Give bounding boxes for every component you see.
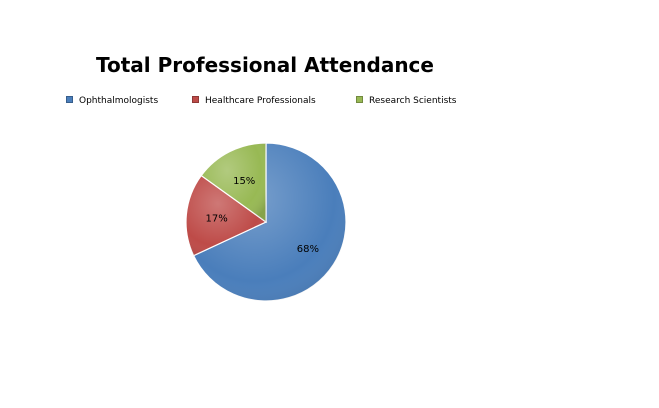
slice-ophthalmologists-shading [193, 143, 346, 301]
legend-swatch-research-scientists [356, 96, 363, 103]
chart-title: Total Professional Attendance [96, 53, 434, 77]
slice-research-scientists-shading [201, 143, 266, 222]
legend-item-healthcare-professionals: Healthcare Professionals [192, 96, 316, 106]
legend-label: Ophthalmologists [79, 96, 159, 106]
pie-slice-labels: 68% 17% 15% [206, 176, 319, 255]
legend-label: Research Scientists [369, 96, 457, 106]
pie-slices [185, 142, 347, 302]
slice-research-scientists-label: 15% [233, 176, 255, 187]
slice-healthcare-professionals-label: 17% [206, 213, 228, 224]
legend-item-ophthalmologists: Ophthalmologists [66, 96, 158, 106]
legend-label: Healthcare Professionals [205, 96, 316, 106]
slice-ophthalmologists-label: 68% [297, 244, 319, 255]
slice-healthcare-professionals-shading [186, 175, 266, 256]
legend-item-research-scientists: Research Scientists [356, 96, 456, 106]
legend-swatch-ophthalmologists [66, 96, 73, 103]
legend-swatch-healthcare-professionals [192, 96, 199, 103]
